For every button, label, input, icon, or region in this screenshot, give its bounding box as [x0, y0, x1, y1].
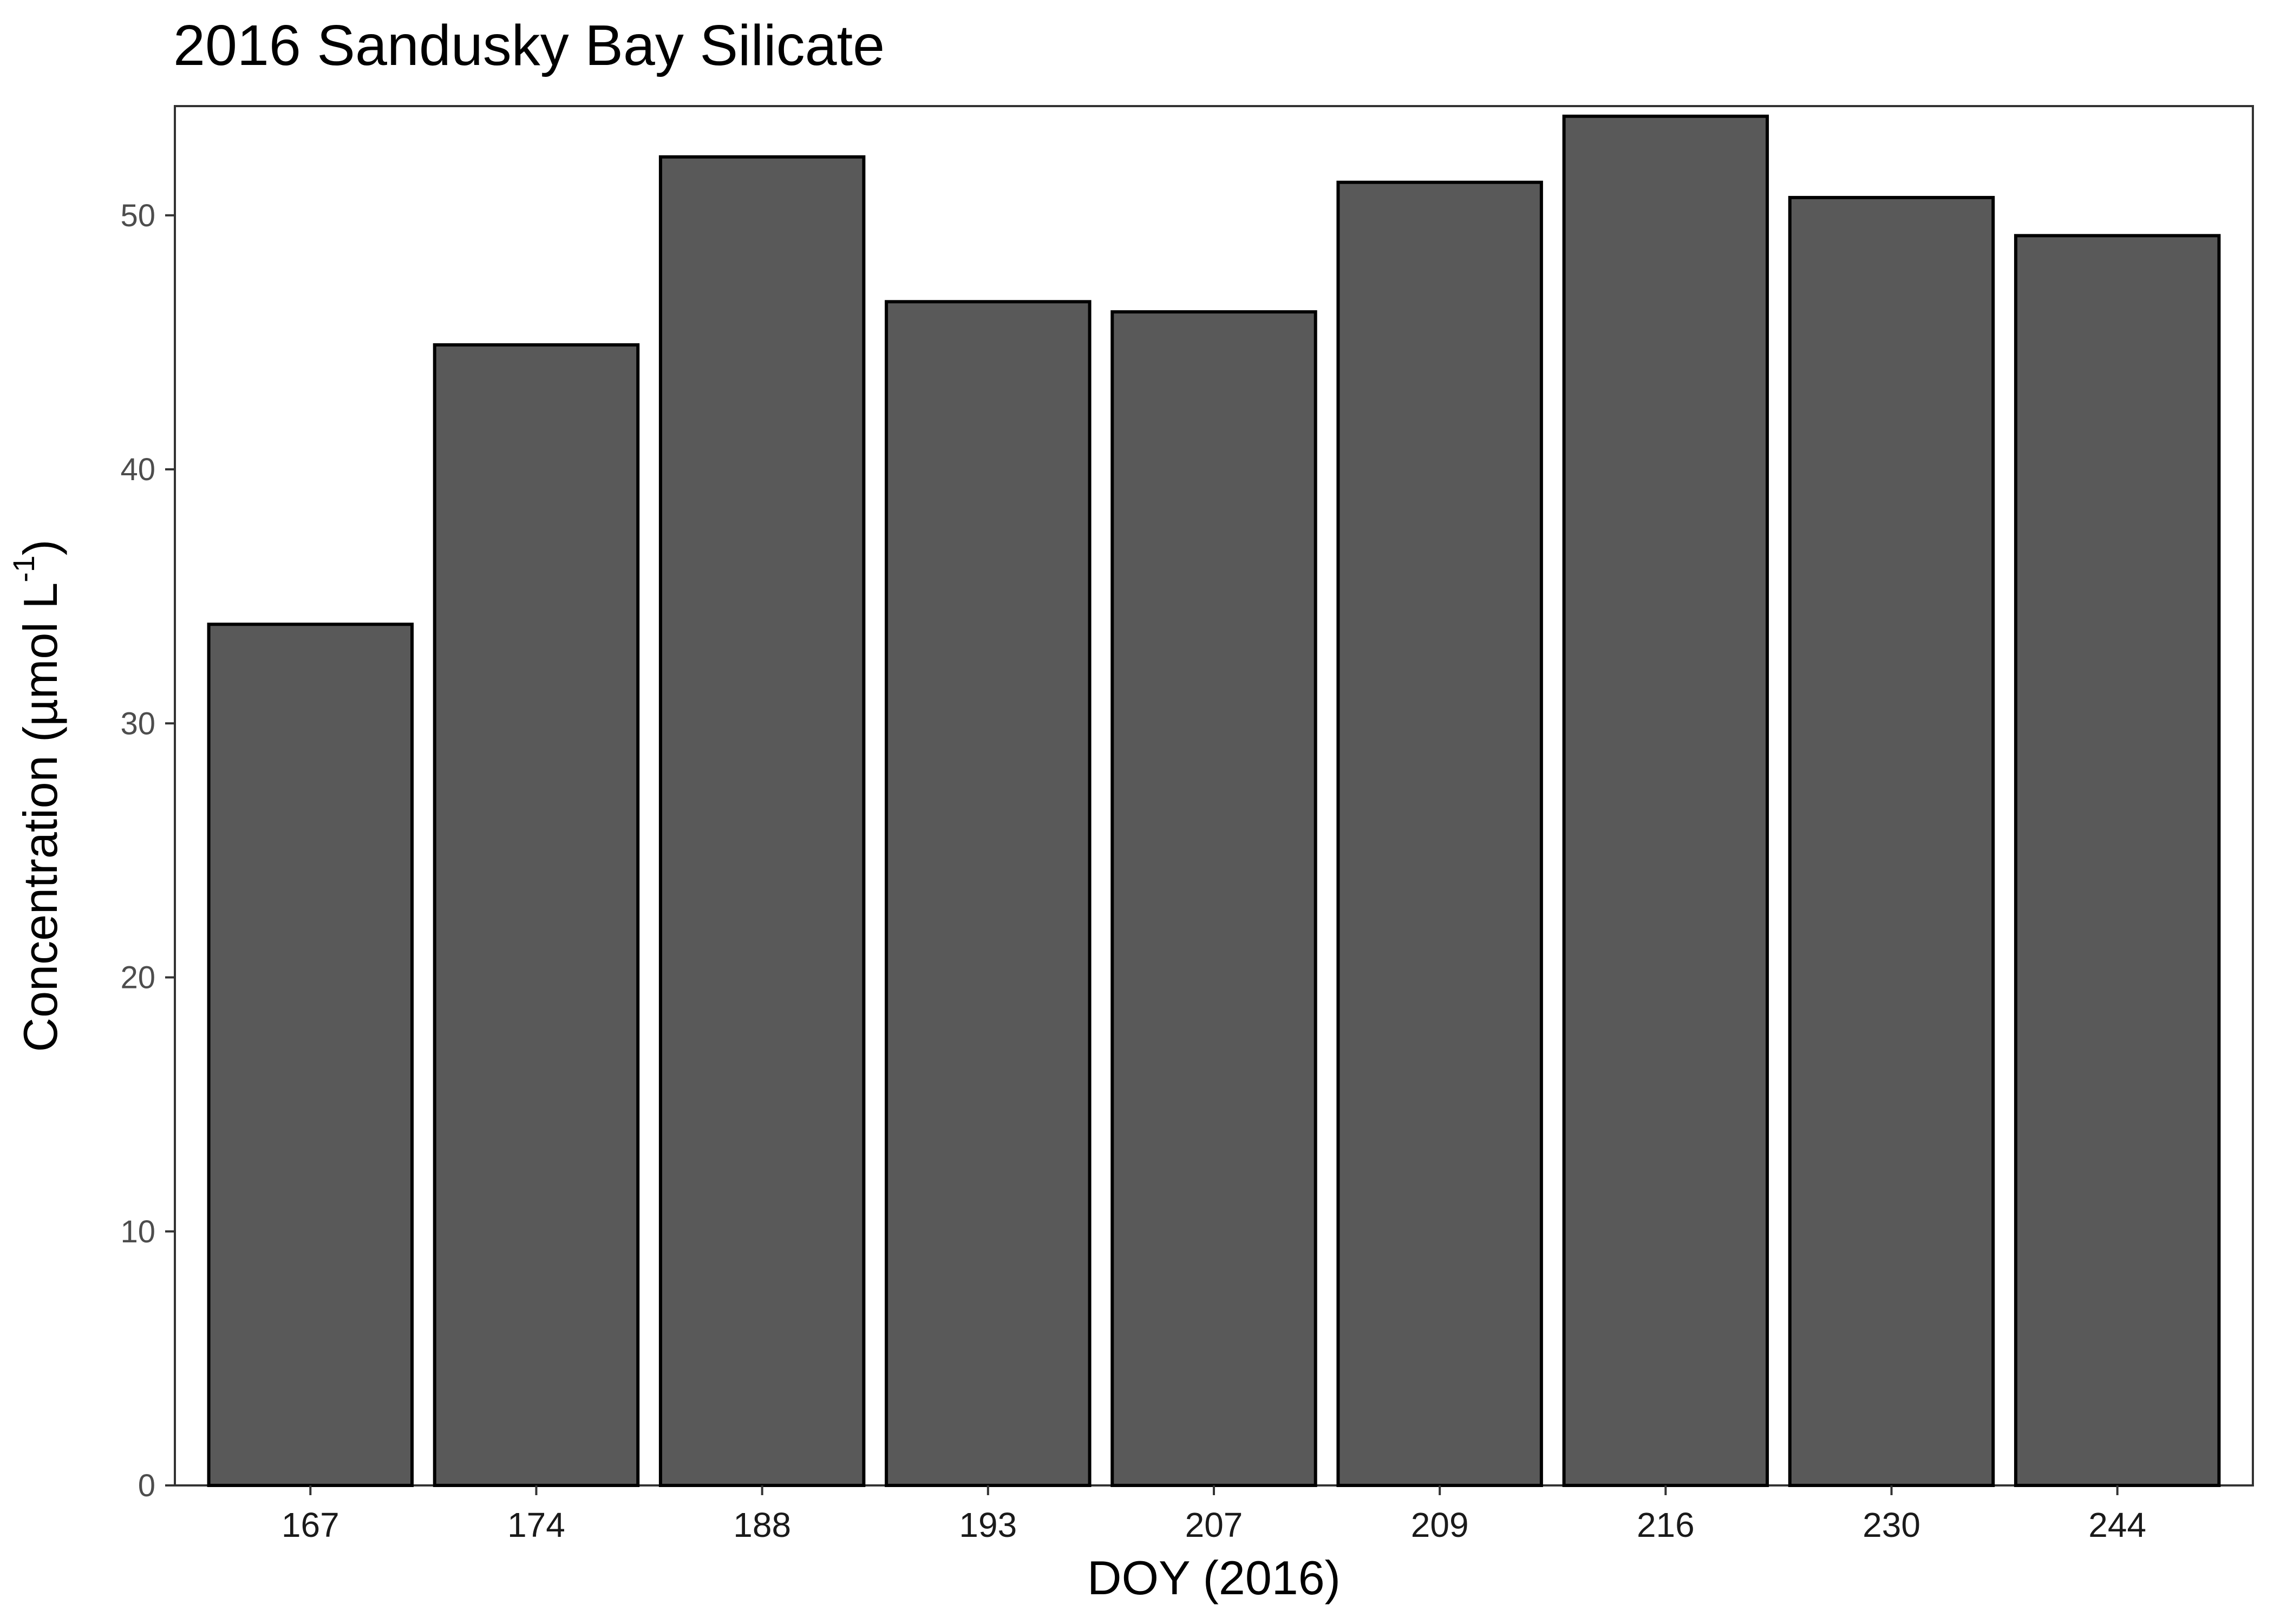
x-tick-label-230: 230 — [1863, 1505, 1920, 1544]
x-tick-label-193: 193 — [959, 1505, 1017, 1544]
y-tick-label-0: 0 — [138, 1468, 155, 1503]
y-axis: 0 10 20 30 40 50 — [120, 198, 175, 1503]
x-tick-label-174: 174 — [507, 1505, 565, 1544]
y-tick-label-30: 30 — [120, 706, 155, 741]
bar-209 — [1336, 180, 1543, 1488]
bar-174 — [433, 343, 640, 1487]
y-tick-label-50: 50 — [120, 198, 155, 233]
bar-193 — [885, 300, 1092, 1487]
bar-216 — [1562, 114, 1769, 1488]
bar-167 — [207, 623, 414, 1487]
x-tick-label-207: 207 — [1185, 1505, 1243, 1544]
y-tick-label-40: 40 — [120, 452, 155, 487]
bar-230 — [1788, 195, 1995, 1487]
y-tick-label-10: 10 — [120, 1214, 155, 1249]
x-tick-label-188: 188 — [733, 1505, 791, 1544]
x-tick-label-209: 209 — [1411, 1505, 1469, 1544]
bar-244 — [2014, 234, 2221, 1487]
y-axis-title: Concentration (µmol L-1) — [6, 540, 67, 1052]
x-axis: 167 174 188 193 207 209 216 230 244 — [282, 1485, 2146, 1544]
x-tick-label-244: 244 — [2088, 1505, 2146, 1544]
chart-title: 2016 Sandusky Bay Silicate — [173, 14, 885, 77]
x-axis-title: DOY (2016) — [1087, 1551, 1341, 1605]
bar-207 — [1110, 310, 1317, 1487]
x-tick-label-216: 216 — [1637, 1505, 1695, 1544]
x-tick-label-167: 167 — [282, 1505, 339, 1544]
bars-layer — [207, 114, 2221, 1488]
y-tick-label-20: 20 — [120, 960, 155, 996]
y-axis-title-suffix: ) — [14, 540, 67, 555]
y-axis-title-main: Concentration (µmol L — [14, 582, 67, 1052]
y-axis-title-superscript: -1 — [6, 555, 41, 582]
bar-188 — [658, 155, 866, 1488]
